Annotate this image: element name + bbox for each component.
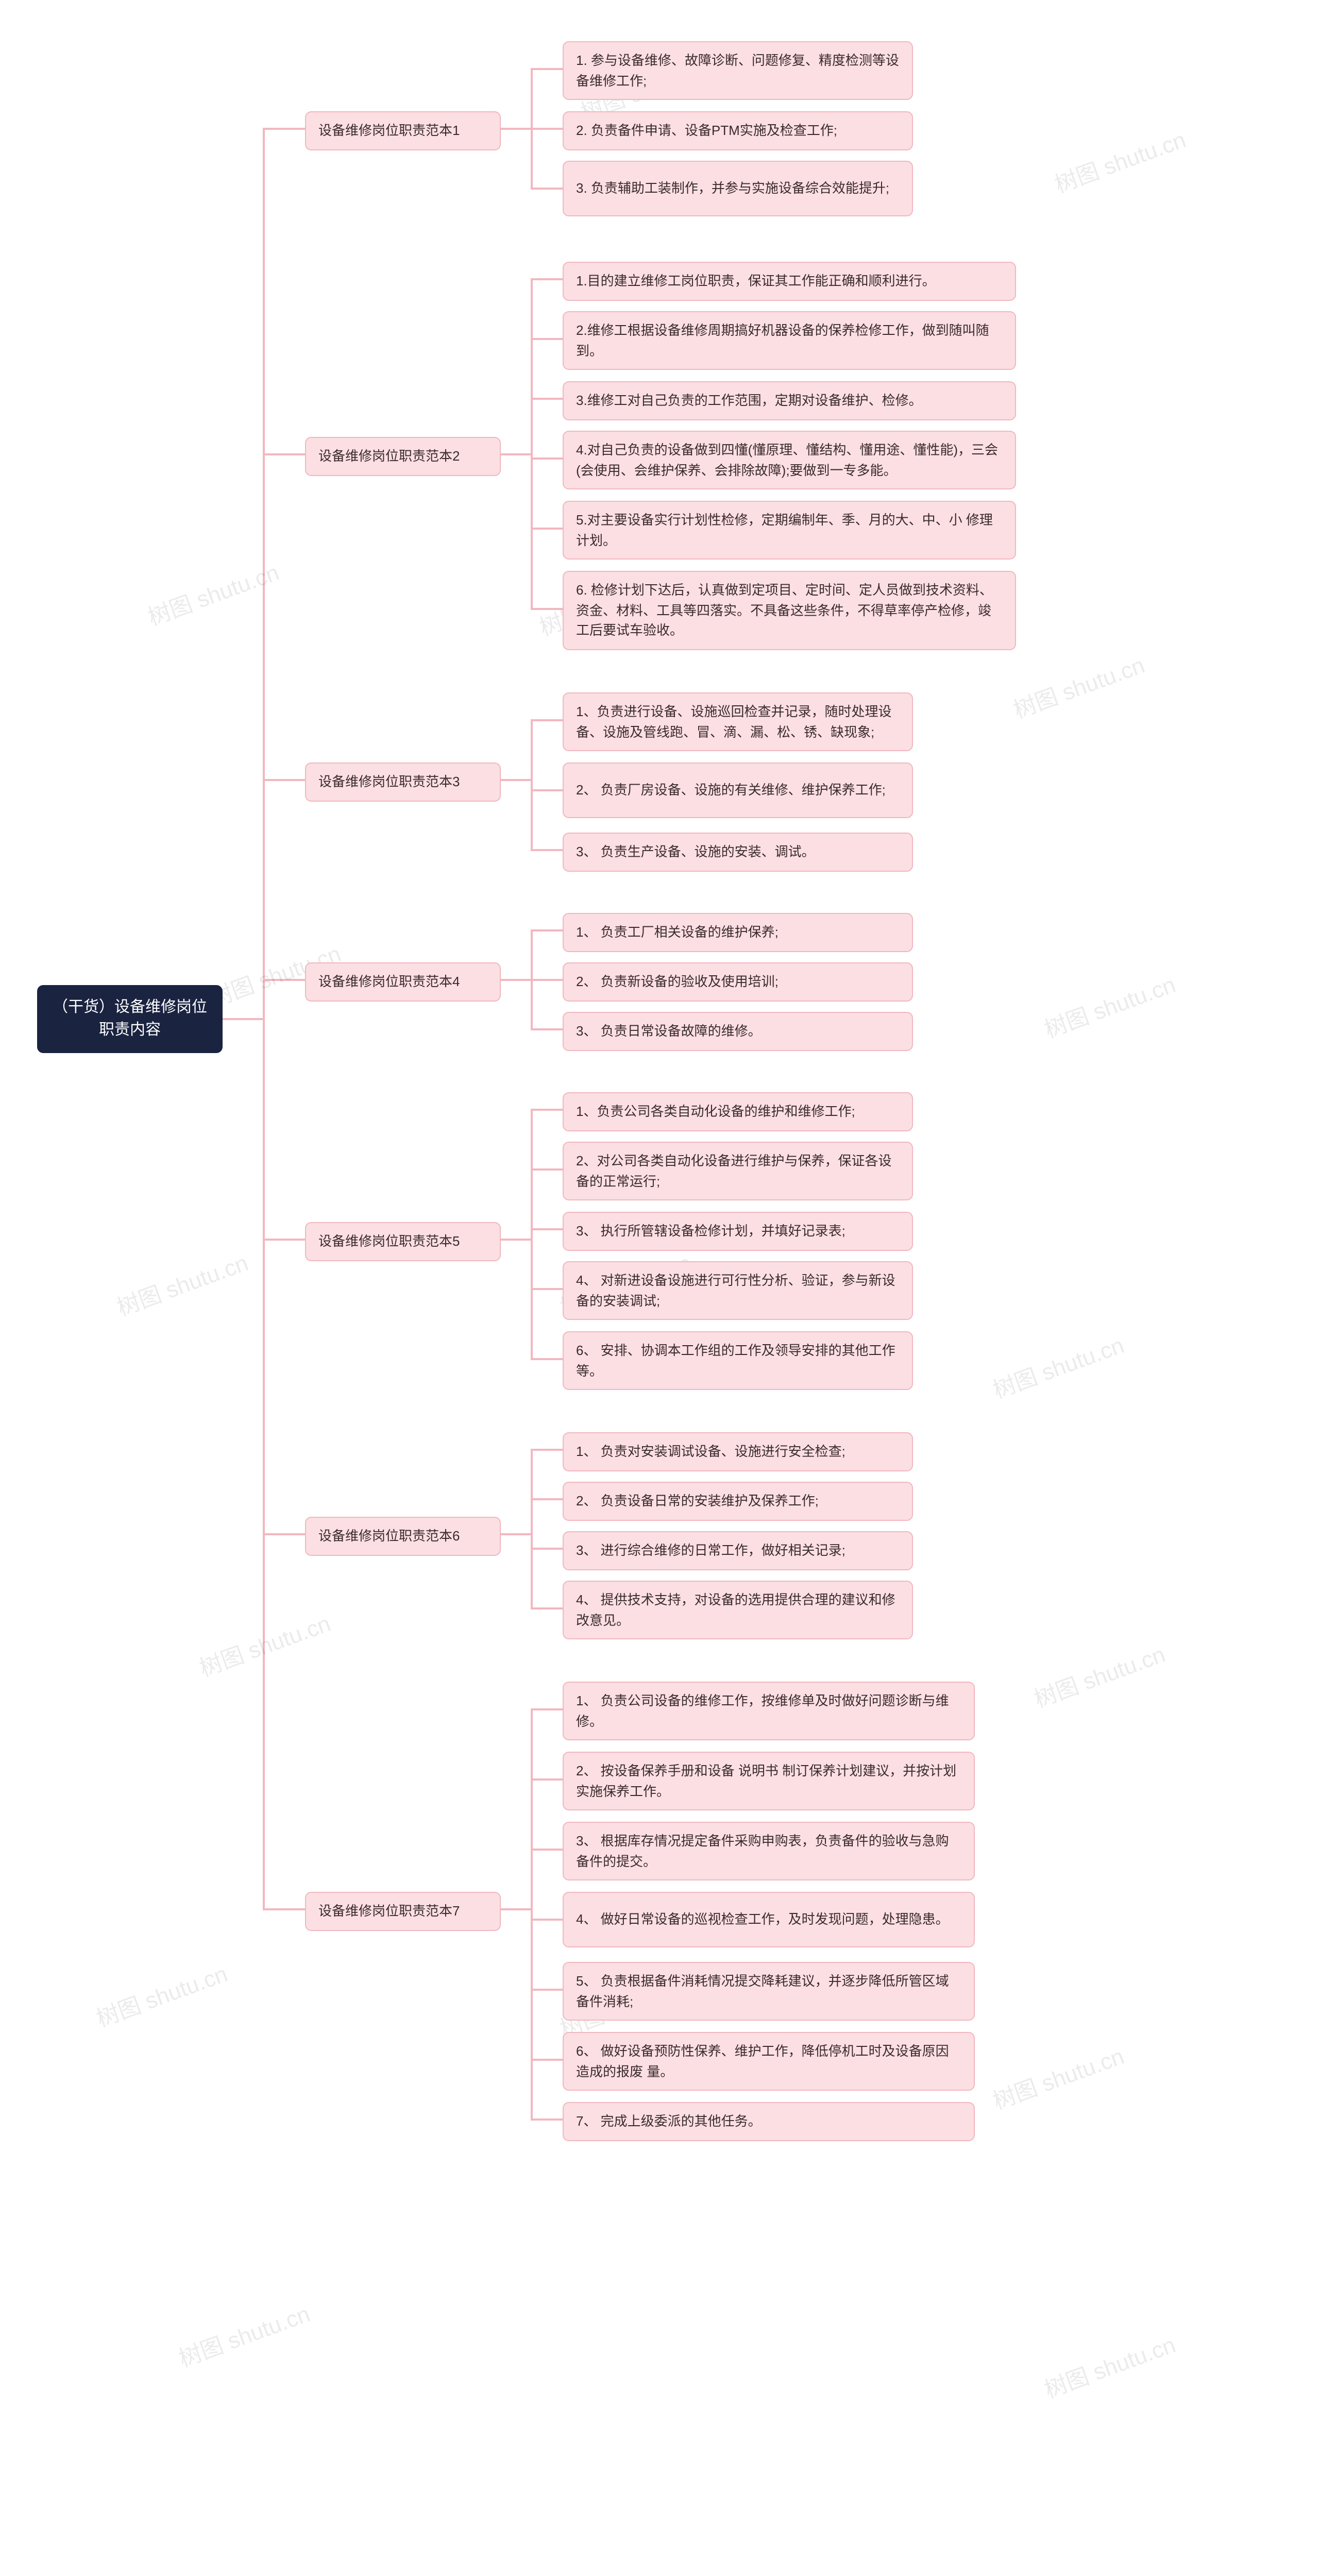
edge <box>501 454 563 529</box>
leaf-node[interactable]: 5.对主要设备实行计划性检修，定期编制年、季、月的大、中、小 修理 计划。 <box>563 501 1016 560</box>
watermark: 树图 shutu.cn <box>1008 647 1148 725</box>
edge <box>501 1709 563 1909</box>
leaf-node[interactable]: 1、 负责公司设备的维修工作，按维修单及时做好问题诊断与维修。 <box>563 1682 975 1740</box>
edge <box>501 129 563 189</box>
leaf-node[interactable]: 2. 负责备件申请、设备PTM实施及检查工作; <box>563 111 913 150</box>
edge <box>501 1780 563 1909</box>
leaf-node[interactable]: 3、 根据库存情况提定备件采购申购表，负责备件的验收与急购备件的提交。 <box>563 1822 975 1880</box>
edge <box>501 1850 563 1909</box>
watermark: 树图 shutu.cn <box>1029 1636 1169 1714</box>
edge <box>501 1534 563 1549</box>
edge <box>501 1170 563 1240</box>
watermark: 树图 shutu.cn <box>112 1245 252 1323</box>
watermark: 树图 shutu.cn <box>988 1327 1128 1405</box>
leaf-node[interactable]: 6. 检修计划下达后，认真做到定项目、定时间、定人员做到技术资料、资金、材料、工… <box>563 571 1016 650</box>
leaf-node[interactable]: 6、 安排、协调本工作组的工作及领导安排的其他工作等。 <box>563 1331 913 1390</box>
watermark: 树图 shutu.cn <box>143 554 283 632</box>
watermark: 树图 shutu.cn <box>988 2038 1128 2116</box>
edge <box>501 1534 563 1608</box>
leaf-node[interactable]: 2、 按设备保养手册和设备 说明书 制订保养计划建议，并按计划实施保养工作。 <box>563 1752 975 1810</box>
edge <box>501 1240 563 1289</box>
mindmap-canvas: 树图 shutu.cn 树图 shutu.cn 树图 shutu.cn 树图 shut… <box>0 0 1319 2576</box>
leaf-node[interactable]: 4、 提供技术支持，对设备的选用提供合理的建议和修改意见。 <box>563 1581 913 1639</box>
edge <box>223 454 305 1019</box>
edge <box>223 1019 305 1534</box>
leaf-node[interactable]: 4、 对新进设备设施进行可行性分析、验证，参与新设备的安装调试; <box>563 1261 913 1320</box>
leaf-node[interactable]: 5、 负责根据备件消耗情况提交降耗建议，并逐步降低所管区域备件消耗; <box>563 1962 975 2021</box>
leaf-node[interactable]: 2、 负责设备日常的安装维护及保养工作; <box>563 1482 913 1520</box>
edge <box>501 69 563 129</box>
branch-node[interactable]: 设备维修岗位职责范本1 <box>305 111 501 150</box>
branch-node[interactable]: 设备维修岗位职责范本3 <box>305 762 501 801</box>
edge <box>501 454 563 459</box>
leaf-node[interactable]: 3、 进行综合维修的日常工作，做好相关记录; <box>563 1531 913 1570</box>
edge <box>501 399 563 454</box>
branch-node[interactable]: 设备维修岗位职责范本7 <box>305 1892 501 1930</box>
edge <box>501 1229 563 1240</box>
watermark: 树图 shutu.cn <box>91 1956 231 2033</box>
edge <box>501 720 563 780</box>
leaf-node[interactable]: 2、 负责厂房设备、设施的有关维修、维护保养工作; <box>563 762 913 818</box>
edge <box>501 279 563 454</box>
edge <box>501 1909 563 2060</box>
edge <box>223 129 305 1019</box>
branch-node[interactable]: 设备维修岗位职责范本5 <box>305 1222 501 1261</box>
leaf-node[interactable]: 1、负责进行设备、设施巡回检查并记录，随时处理设备、设施及管线跑、冒、滴、漏、松… <box>563 692 913 751</box>
leaf-node[interactable]: 2、 负责新设备的验收及使用培训; <box>563 962 913 1001</box>
branch-node[interactable]: 设备维修岗位职责范本6 <box>305 1517 501 1555</box>
root-node[interactable]: （干货）设备维修岗位职责内容 <box>37 985 223 1053</box>
leaf-node[interactable]: 3、 负责生产设备、设施的安装、调试。 <box>563 833 913 871</box>
edge <box>223 780 305 1019</box>
edge <box>223 980 305 1019</box>
leaf-node[interactable]: 2.维修工根据设备维修周期搞好机器设备的保养检修工作，做到随叫随到。 <box>563 311 1016 370</box>
leaf-node[interactable]: 1、 负责对安装调试设备、设施进行安全检查; <box>563 1432 913 1471</box>
leaf-node[interactable]: 4.对自己负责的设备做到四懂(懂原理、懂结构、懂用途、懂性能)，三会(会使用、会… <box>563 431 1016 489</box>
leaf-node[interactable]: 4、 做好日常设备的巡视检查工作，及时发现问题，处理隐患。 <box>563 1892 975 1947</box>
leaf-node[interactable]: 3.维修工对自己负责的工作范围，定期对设备维护、检修。 <box>563 381 1016 420</box>
leaf-node[interactable]: 1、负责公司各类自动化设备的维护和维修工作; <box>563 1092 913 1131</box>
leaf-node[interactable]: 2、对公司各类自动化设备进行维护与保养，保证各设备的正常运行; <box>563 1142 913 1200</box>
branch-node[interactable]: 设备维修岗位职责范本2 <box>305 437 501 476</box>
edge <box>501 1909 563 1920</box>
leaf-node[interactable]: 7、 完成上级委派的其他任务。 <box>563 2102 975 2141</box>
watermark: 树图 shutu.cn <box>1050 122 1190 199</box>
watermark: 树图 shutu.cn <box>174 2296 314 2374</box>
leaf-node[interactable]: 3. 负责辅助工装制作，并参与实施设备综合效能提升; <box>563 161 913 216</box>
edge <box>501 780 563 850</box>
edge <box>501 1909 563 1990</box>
edge <box>501 780 563 790</box>
leaf-node[interactable]: 1. 参与设备维修、故障诊断、问题修复、精度检测等设备维修工作; <box>563 41 913 100</box>
leaf-node[interactable]: 1.目的建立维修工岗位职责，保证其工作能正确和顺利进行。 <box>563 262 1016 300</box>
leaf-node[interactable]: 1、 负责工厂相关设备的维护保养; <box>563 913 913 952</box>
edge <box>501 980 563 1029</box>
watermark: 树图 shutu.cn <box>1039 967 1179 1044</box>
edge <box>501 1240 563 1359</box>
watermark: 树图 shutu.cn <box>1039 2327 1179 2404</box>
watermark: 树图 shutu.cn <box>194 1605 334 1683</box>
leaf-node[interactable]: 6、 做好设备预防性保养、维护工作，降低停机工时及设备原因造成的报废 量。 <box>563 2032 975 2091</box>
edge <box>501 1499 563 1534</box>
edge <box>501 930 563 980</box>
branch-node[interactable]: 设备维修岗位职责范本4 <box>305 962 501 1001</box>
edge <box>501 454 563 609</box>
leaf-node[interactable]: 3、 负责日常设备故障的维修。 <box>563 1012 913 1050</box>
edge <box>501 1110 563 1240</box>
edge <box>501 1450 563 1534</box>
edge <box>501 339 563 454</box>
edge <box>501 1909 563 2120</box>
edge <box>223 1019 305 1240</box>
edge <box>223 1019 305 1909</box>
leaf-node[interactable]: 3、 执行所管辖设备检修计划，并填好记录表; <box>563 1212 913 1250</box>
